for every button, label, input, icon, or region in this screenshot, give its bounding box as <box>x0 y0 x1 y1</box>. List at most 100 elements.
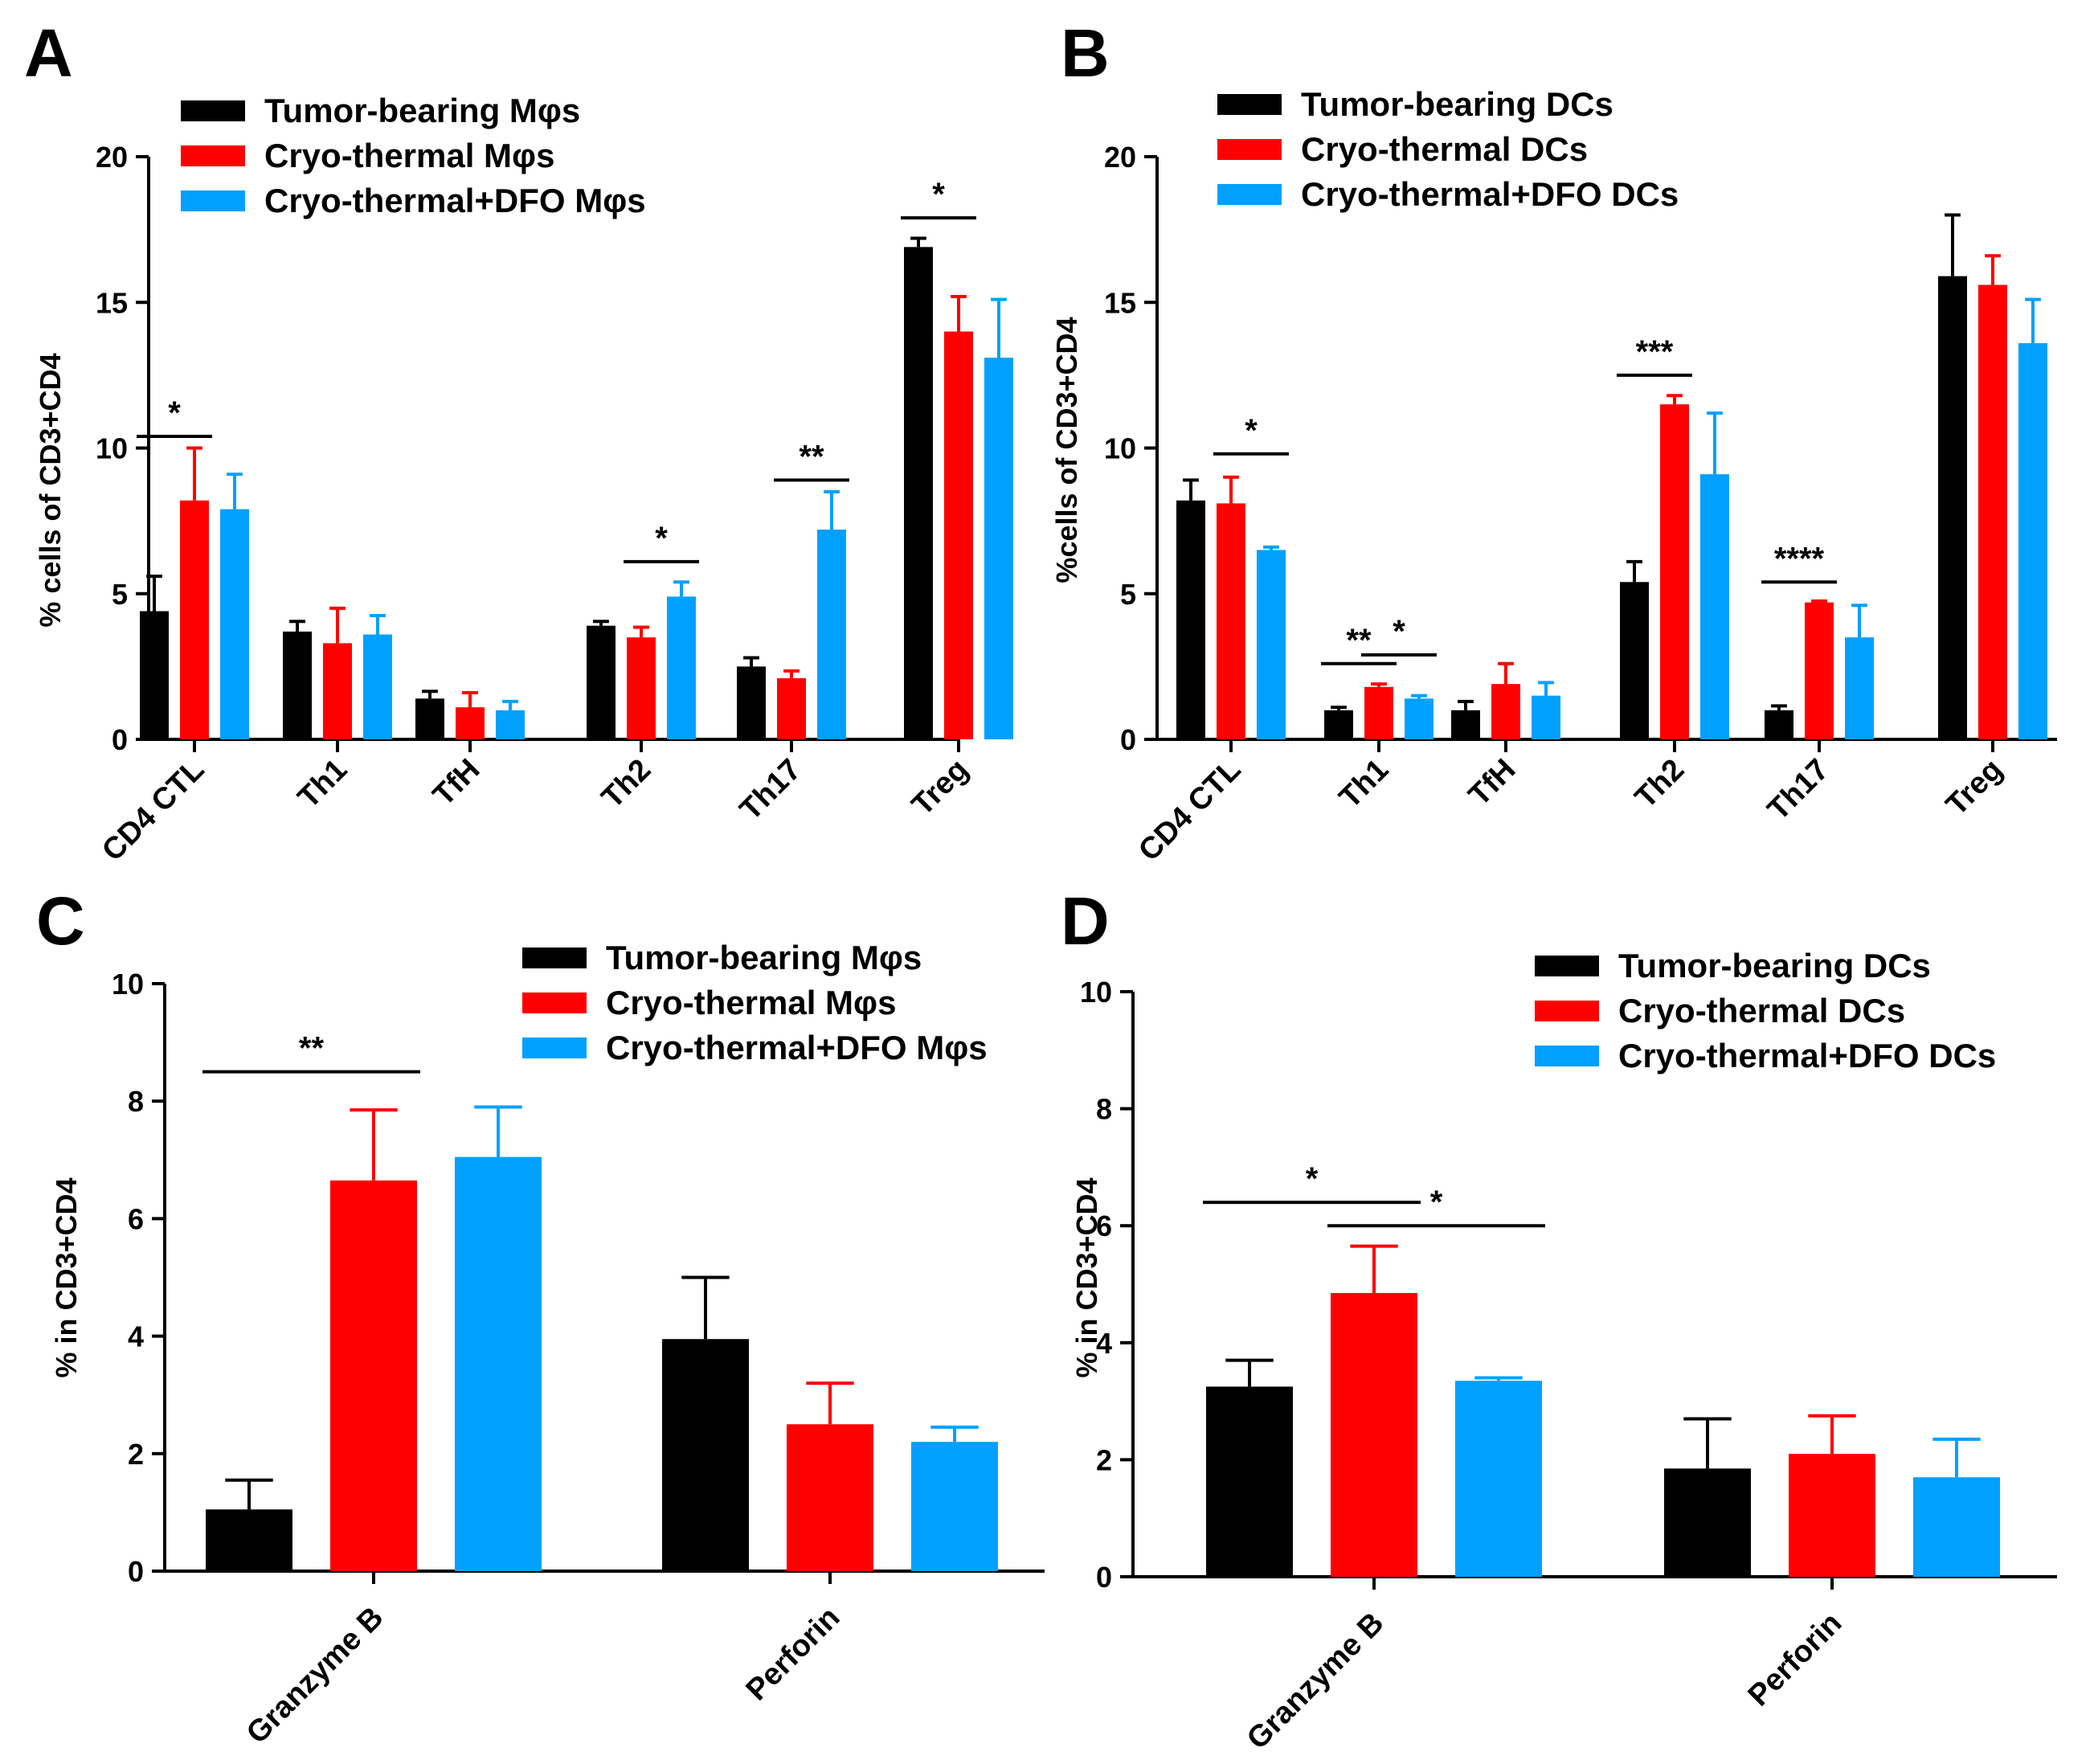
bar <box>1324 710 1353 739</box>
y-tick-label: 8 <box>1096 1093 1112 1126</box>
bar <box>1664 1468 1751 1577</box>
legend-label: Cryo-thermal+DFO DCs <box>1618 1037 1996 1074</box>
category-label: TfH <box>1462 753 1522 812</box>
panel-c-letter: C <box>36 883 85 959</box>
significance-label: ** <box>299 1031 325 1066</box>
bar <box>1257 550 1286 739</box>
significance-label: * <box>932 177 945 212</box>
significance-label: * <box>1393 614 1405 649</box>
legend-swatch <box>1217 139 1282 160</box>
panel-a: A % cells of CD3+CD4 0 5 10 15 20 CD4 CTL Th1 T… <box>24 15 1013 868</box>
bar <box>1620 582 1649 739</box>
bar <box>323 643 352 739</box>
bar <box>787 1424 873 1571</box>
significance-label: ** <box>1346 623 1372 658</box>
bar <box>455 1156 542 1571</box>
significance-label: * <box>1245 413 1258 448</box>
legend-swatch <box>1535 1001 1599 1021</box>
category-label: Granzyme B <box>240 1601 390 1750</box>
y-tick-label: 4 <box>128 1320 144 1353</box>
bar <box>140 611 169 739</box>
category-label: Th1 <box>292 753 354 815</box>
bar <box>496 710 525 739</box>
legend-swatch <box>181 145 245 166</box>
category-label: CD4 CTL <box>1132 753 1247 868</box>
bar <box>667 596 696 739</box>
category-label: Perforin <box>740 1601 847 1708</box>
bar <box>662 1339 749 1571</box>
y-tick-label: 8 <box>128 1085 144 1118</box>
bar <box>984 358 1013 739</box>
category-label: Perforin <box>1742 1606 1849 1713</box>
legend-swatch <box>522 1038 587 1058</box>
bar <box>817 530 846 739</box>
legend-label: Tumor-bearing DCs <box>1618 947 1931 984</box>
significance-label: * <box>1430 1185 1443 1220</box>
bar <box>363 634 392 739</box>
panel-c: C % in CD3+CD4 0 2 4 6 8 10 Granzyme B Perforin… <box>36 883 1045 1750</box>
y-tick-label: 0 <box>128 1555 144 1588</box>
bar <box>1978 284 2007 739</box>
panel-d-plot: 0 2 4 6 8 10 Granzyme B Perforin * * Tumor-bearing… <box>1080 947 2057 1756</box>
panel-a-letter: A <box>24 15 73 91</box>
legend-swatch <box>1217 94 1282 115</box>
significance-label: *** <box>1636 334 1674 370</box>
bar <box>1660 404 1689 739</box>
bar <box>1176 500 1205 739</box>
y-tick-label: 10 <box>1080 976 1112 1009</box>
panel-b: B %cells of CD3+CD4 0 5 10 15 20 CD4 CTL Th1 Tf… <box>1050 15 2057 868</box>
y-tick-label: 6 <box>128 1202 144 1235</box>
category-label: Granzyme B <box>1241 1606 1390 1756</box>
bar <box>911 1442 998 1571</box>
panel-c-plot: 0 2 4 6 8 10 Granzyme B Perforin ** Tumor-bearing… <box>112 939 1045 1750</box>
panel-d-ylabel: % in CD3+CD4 <box>1070 1177 1103 1377</box>
legend-label: Cryo-thermal+DFO DCs <box>1301 175 1679 213</box>
bar <box>1845 637 1874 739</box>
y-tick-label: 10 <box>112 968 144 1001</box>
y-tick-label: 15 <box>96 286 128 319</box>
bar <box>180 500 209 739</box>
bar <box>1331 1292 1417 1577</box>
bar <box>1789 1454 1875 1577</box>
legend-label: Cryo-thermal DCs <box>1618 992 1905 1029</box>
legend-label: Cryo-thermal Mφs <box>264 137 554 174</box>
bar <box>1451 710 1480 739</box>
bar <box>283 631 312 739</box>
category-label: TfH <box>427 753 486 812</box>
y-tick-label: 5 <box>1120 578 1136 611</box>
panel-d-letter: D <box>1061 883 1110 959</box>
category-label: Treg <box>1940 753 2009 822</box>
legend-swatch <box>1535 1046 1599 1066</box>
category-label: CD4 CTL <box>96 753 211 868</box>
panel-b-ylabel: %cells of CD3+CD4 <box>1050 317 1083 583</box>
y-tick-label: 2 <box>128 1438 144 1471</box>
bar <box>1491 684 1520 739</box>
bar <box>220 509 249 739</box>
bar <box>2018 343 2047 739</box>
y-tick-label: 20 <box>96 141 128 174</box>
bar <box>1532 695 1560 739</box>
y-tick-label: 0 <box>1096 1561 1112 1594</box>
panel-c-ylabel: % in CD3+CD4 <box>50 1177 83 1377</box>
y-tick-label: 20 <box>1104 141 1136 174</box>
legend-swatch <box>522 993 587 1013</box>
legend-label: Cryo-thermal+DFO Mφs <box>264 182 646 219</box>
legend-label: Cryo-thermal+DFO Mφs <box>606 1029 988 1066</box>
bar <box>587 625 616 739</box>
significance-label: * <box>168 395 181 431</box>
bar <box>1455 1381 1542 1577</box>
y-tick-label: 2 <box>1096 1443 1112 1476</box>
legend-label: Tumor-bearing Mφs <box>264 92 580 129</box>
bar <box>206 1509 292 1571</box>
bar <box>415 698 444 739</box>
bar <box>1206 1386 1293 1577</box>
bar <box>737 666 766 739</box>
category-label: Th17 <box>1761 753 1835 827</box>
y-tick-label: 0 <box>112 723 128 756</box>
y-tick-label: 5 <box>112 578 128 611</box>
significance-label: * <box>1306 1161 1319 1197</box>
legend-label: Tumor-bearing DCs <box>1301 85 1613 123</box>
